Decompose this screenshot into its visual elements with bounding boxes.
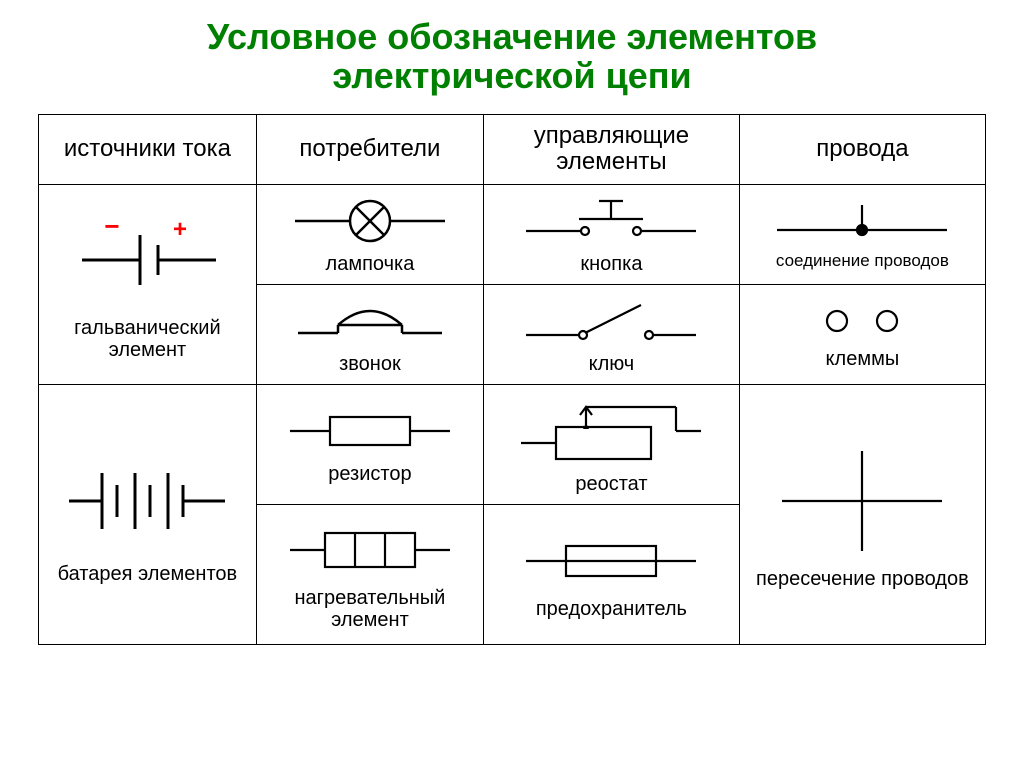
cell-bell: звонок	[256, 284, 483, 384]
heater-label: нагревательный элемент	[261, 587, 479, 631]
fuse-label: предохранитель	[536, 598, 687, 620]
button-label: кнопка	[580, 253, 642, 275]
cell-button: кнопка	[484, 184, 740, 284]
switch-label: ключ	[589, 353, 635, 375]
cell-crossing: пересечение проводов	[739, 384, 985, 644]
cell-fuse: предохранитель	[484, 504, 740, 644]
lamp-label: лампочка	[326, 253, 415, 275]
col-header-consumers: потребители	[256, 114, 483, 184]
bell-symbol-icon	[280, 291, 460, 351]
rheostat-symbol-icon	[506, 391, 716, 471]
cell-junction: соединение проводов	[739, 184, 985, 284]
battery-symbol-icon	[57, 441, 237, 561]
page: Условное обозначение элементов электриче…	[0, 0, 1024, 768]
symbols-table: источники тока потребители управляющие э…	[38, 114, 986, 645]
cell-lamp: лампочка	[256, 184, 483, 284]
cell-rheostat: реостат	[484, 384, 740, 504]
cell-galvanic: − + гальванический элемент	[39, 184, 257, 384]
bell-label: звонок	[339, 353, 401, 375]
cell-switch: ключ	[484, 284, 740, 384]
col-header-controls: управляющие элементы	[484, 114, 740, 184]
switch-symbol-icon	[511, 291, 711, 351]
terminals-label: клеммы	[826, 348, 900, 370]
resistor-label: резистор	[328, 463, 411, 485]
heater-symbol-icon	[275, 515, 465, 585]
lamp-symbol-icon	[280, 191, 460, 251]
svg-text:+: +	[173, 216, 187, 243]
rheostat-label: реостат	[575, 473, 647, 495]
cell-heater: нагревательный элемент	[256, 504, 483, 644]
cell-terminals: клеммы	[739, 284, 985, 384]
page-title: Условное обозначение элементов электриче…	[38, 18, 986, 96]
title-line-2: электрической цепи	[332, 55, 691, 96]
crossing-symbol-icon	[767, 436, 957, 566]
cell-battery: батарея элементов	[39, 384, 257, 644]
title-line-1: Условное обозначение элементов	[207, 16, 817, 57]
col-header-sources: источники тока	[39, 114, 257, 184]
junction-label: соединение проводов	[776, 252, 949, 271]
galvanic-label: гальванический элемент	[43, 317, 252, 361]
battery-label: батарея элементов	[58, 563, 238, 585]
col-header-wires: провода	[739, 114, 985, 184]
terminals-symbol-icon	[787, 296, 937, 346]
button-symbol-icon	[511, 191, 711, 251]
svg-text:−: −	[105, 211, 120, 241]
galvanic-symbol-icon: − +	[62, 205, 232, 315]
crossing-label: пересечение проводов	[756, 568, 969, 590]
resistor-symbol-icon	[275, 401, 465, 461]
cell-resistor: резистор	[256, 384, 483, 504]
junction-symbol-icon	[762, 195, 962, 250]
fuse-symbol-icon	[511, 526, 711, 596]
